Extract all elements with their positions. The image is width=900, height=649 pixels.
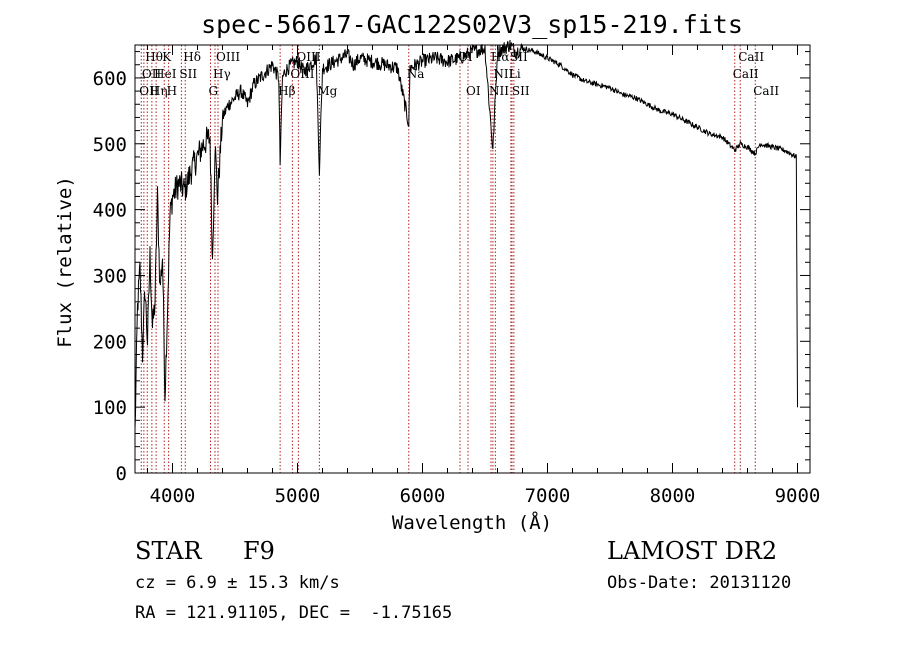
line-label: Hθ bbox=[145, 50, 163, 64]
x-tick-label: 9000 bbox=[775, 485, 821, 507]
line-label: OII bbox=[139, 84, 159, 98]
object-subclass: F9 bbox=[243, 537, 275, 565]
line-label: SII bbox=[179, 67, 197, 81]
x-tick-label: 8000 bbox=[650, 485, 696, 507]
chart-title: spec-56617-GAC122S02V3_sp15-219.fits bbox=[201, 10, 743, 39]
line-label: OI bbox=[466, 84, 481, 98]
line-markers bbox=[140, 45, 756, 473]
line-label: Hγ bbox=[213, 67, 231, 81]
y-tick-label: 300 bbox=[93, 265, 127, 287]
x-tick-label: 5000 bbox=[275, 485, 321, 507]
y-tick-label: 400 bbox=[93, 200, 127, 222]
line-label: CaII bbox=[733, 67, 759, 81]
x-tick-label: 4000 bbox=[150, 485, 196, 507]
observation-date: Obs-Date: 20131120 bbox=[607, 573, 792, 593]
line-label: Hδ bbox=[183, 50, 201, 64]
line-label: NII bbox=[489, 84, 509, 98]
coordinates: RA = 121.91105, DEC = -1.75165 bbox=[135, 603, 453, 623]
y-axis-label: Flux (relative) bbox=[54, 176, 76, 348]
line-label: CaII bbox=[738, 50, 764, 64]
redshift-cz: cz = 6.9 ± 15.3 km/s bbox=[135, 573, 340, 593]
survey-name: LAMOST DR2 bbox=[607, 537, 778, 565]
y-tick-label: 200 bbox=[93, 331, 127, 353]
x-tick-label: 7000 bbox=[525, 485, 571, 507]
spectrum-series-line bbox=[134, 39, 798, 429]
line-label: H bbox=[167, 84, 177, 98]
line-label: SII bbox=[512, 84, 530, 98]
line-label: NII bbox=[493, 67, 513, 81]
line-label: Hβ bbox=[278, 84, 295, 98]
line-label: OII bbox=[142, 67, 162, 81]
object-class: STAR bbox=[135, 537, 202, 565]
axis-ticks: 4000 5000 6000 7000 8000 9000 0 100 200 300 400 500… bbox=[93, 45, 821, 507]
line-label: OIII bbox=[216, 50, 240, 64]
line-label: Mg bbox=[317, 84, 337, 98]
line-label: Li bbox=[509, 67, 521, 81]
y-tick-label: 500 bbox=[93, 134, 127, 156]
y-tick-label: 600 bbox=[93, 68, 127, 90]
line-label: K bbox=[162, 50, 172, 64]
y-tick-label: 100 bbox=[93, 397, 127, 419]
y-tick-label: 0 bbox=[116, 463, 127, 485]
line-label: Hη bbox=[150, 84, 168, 98]
plot-frame bbox=[134, 44, 811, 474]
x-axis-label: Wavelength (Å) bbox=[392, 511, 552, 534]
x-tick-label: 6000 bbox=[400, 485, 446, 507]
line-label: G bbox=[209, 84, 219, 98]
line-label: HeI bbox=[154, 67, 177, 81]
line-label: CaII bbox=[753, 84, 779, 98]
